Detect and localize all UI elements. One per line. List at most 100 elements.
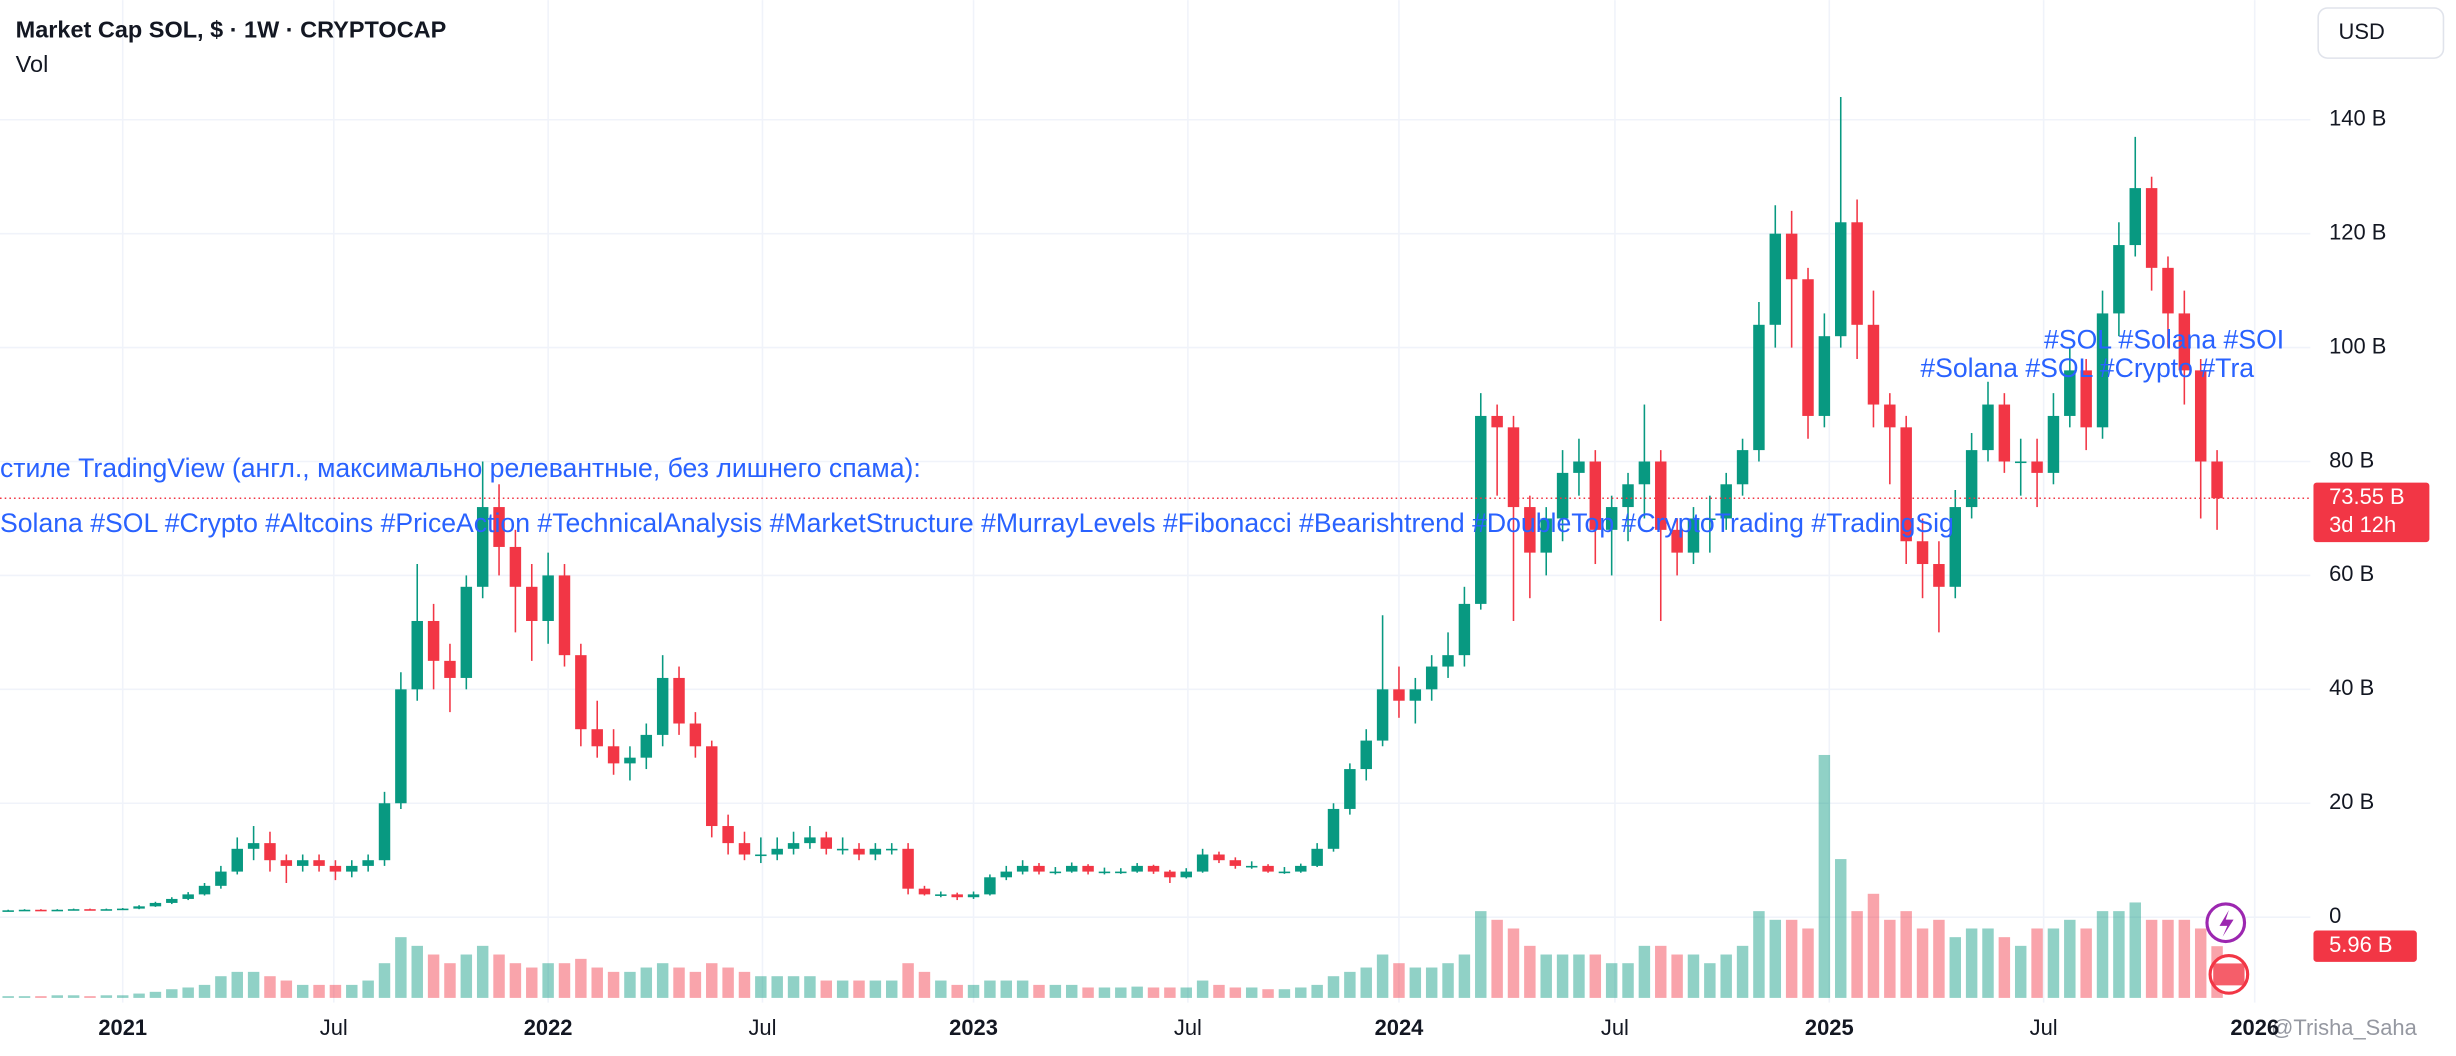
y-tick-label: 60 B bbox=[2329, 561, 2374, 586]
volume-bar bbox=[656, 963, 669, 998]
candle-body bbox=[2, 910, 14, 912]
volume-bar bbox=[509, 963, 522, 998]
candle-body bbox=[689, 723, 702, 747]
candle-body bbox=[1213, 854, 1225, 861]
candle-body bbox=[1982, 404, 1994, 451]
volume-bar bbox=[1098, 987, 1111, 998]
volume-bar bbox=[362, 980, 374, 998]
volume-bar bbox=[1671, 954, 1683, 998]
candle-body bbox=[673, 677, 685, 724]
volume-bar bbox=[1262, 989, 1274, 998]
candle-body bbox=[313, 860, 325, 866]
y-tick-label: 100 B bbox=[2329, 333, 2386, 358]
y-tick-label: 140 B bbox=[2329, 106, 2386, 131]
candle-body bbox=[2096, 313, 2109, 428]
currency-button[interactable] bbox=[2317, 7, 2445, 59]
volume-bar bbox=[1524, 945, 1536, 998]
volume-bar bbox=[198, 984, 211, 998]
volume-bar bbox=[1998, 937, 2011, 998]
volume-bar bbox=[542, 963, 554, 998]
candle-body bbox=[1360, 740, 1372, 770]
candle-body bbox=[591, 729, 603, 747]
volume-bar bbox=[35, 996, 47, 998]
candle-body bbox=[2145, 188, 2158, 268]
candle-body bbox=[1000, 871, 1012, 878]
volume-bar bbox=[67, 995, 80, 998]
candle-body bbox=[951, 894, 963, 898]
candle-body bbox=[1065, 865, 1078, 872]
candle-body bbox=[1098, 871, 1111, 874]
candle-body bbox=[509, 546, 522, 587]
candle-body bbox=[264, 843, 276, 861]
candle-body bbox=[558, 575, 571, 656]
volume-bar bbox=[1982, 928, 1994, 998]
volume-bar bbox=[1851, 911, 1863, 998]
volume-bar bbox=[2113, 911, 2125, 998]
candle-body bbox=[656, 677, 669, 735]
volume-bar bbox=[886, 980, 898, 998]
candle-body bbox=[2014, 461, 2027, 464]
volume-bar bbox=[640, 967, 653, 998]
candle-body bbox=[1769, 233, 1782, 325]
volume-bar bbox=[1704, 963, 1716, 998]
candle-body bbox=[1589, 461, 1602, 530]
candle-body bbox=[1949, 507, 1962, 587]
grid bbox=[0, 0, 2311, 1003]
volume-bar bbox=[951, 984, 963, 998]
candle-body bbox=[1916, 541, 1929, 565]
volume-bar bbox=[427, 954, 440, 998]
candle-body bbox=[182, 894, 194, 899]
volume-bar bbox=[395, 937, 407, 998]
volume-bar bbox=[2178, 919, 2191, 998]
y-tick-label: 20 B bbox=[2329, 789, 2374, 814]
annotations: стиле TradingView (англ., максимально ре… bbox=[0, 325, 2284, 538]
volume-bar bbox=[1229, 987, 1242, 998]
volume-bar bbox=[329, 984, 342, 998]
last-volume-box bbox=[2313, 930, 2417, 962]
candle-body bbox=[476, 507, 489, 587]
volume-bar bbox=[1949, 937, 1962, 998]
volume-bar bbox=[1900, 911, 1912, 998]
volume-bar bbox=[1720, 954, 1732, 998]
candle-body bbox=[1622, 484, 1634, 508]
x-tick-label: Jul bbox=[2030, 1015, 2058, 1040]
volume-bar bbox=[804, 976, 816, 998]
candle-body bbox=[329, 865, 342, 872]
volume-bar bbox=[2096, 911, 2109, 998]
volume-bar bbox=[935, 980, 947, 998]
candle-body bbox=[1573, 461, 1585, 473]
x-tick-label: 2025 bbox=[1805, 1015, 1854, 1040]
candle-body bbox=[755, 854, 767, 857]
volume-bar bbox=[2014, 945, 2027, 998]
candle-body bbox=[67, 909, 80, 911]
candle-body bbox=[918, 888, 931, 895]
volume-bar bbox=[984, 980, 996, 998]
candle-body bbox=[2211, 461, 2223, 499]
candle-body bbox=[1229, 860, 1242, 866]
candle-body bbox=[1393, 689, 1405, 701]
volume-bar bbox=[18, 996, 31, 998]
volume-bar bbox=[2129, 902, 2141, 998]
candle-body bbox=[1262, 865, 1274, 872]
candle-body bbox=[35, 909, 47, 912]
legend-entry: Vol bbox=[16, 51, 49, 77]
candle-body bbox=[1933, 564, 1945, 587]
volume-bar bbox=[1785, 919, 1798, 998]
chart-title: Market Cap SOL, $ · 1W · CRYPTOCAP bbox=[16, 17, 447, 43]
candle-body bbox=[1884, 404, 1896, 428]
volume-bar bbox=[133, 993, 145, 998]
candle-body bbox=[706, 746, 718, 827]
candle-body bbox=[1131, 865, 1143, 872]
candle-body bbox=[1327, 808, 1340, 849]
candle-body bbox=[1671, 529, 1683, 553]
volume-bar bbox=[1802, 928, 1814, 998]
candle-body bbox=[116, 908, 129, 911]
countdown-label: 3d 12h bbox=[2329, 512, 2396, 537]
x-tick-label: 2021 bbox=[98, 1015, 147, 1040]
annotation: #SOL #Solana #SOI bbox=[2044, 325, 2284, 355]
volume-bar bbox=[2047, 928, 2060, 998]
candle-body bbox=[1965, 450, 1978, 508]
volume-bar bbox=[2064, 919, 2076, 998]
volume-bar bbox=[2194, 928, 2207, 998]
